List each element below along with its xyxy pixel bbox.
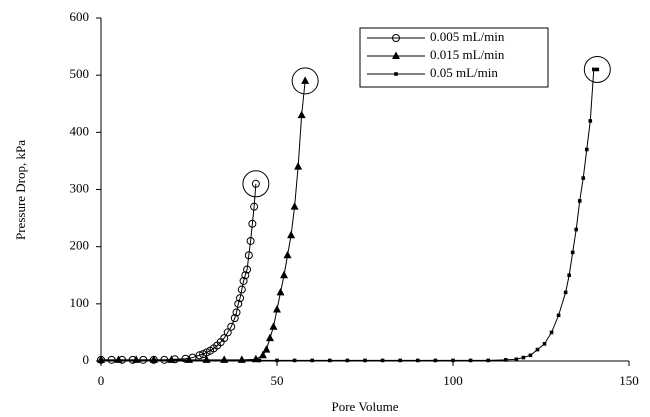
marker — [294, 162, 303, 170]
marker — [528, 353, 533, 358]
marker — [240, 358, 244, 363]
marker — [234, 299, 243, 308]
marker — [283, 250, 292, 259]
marker — [243, 265, 252, 274]
marker — [398, 358, 402, 363]
marker — [241, 271, 250, 280]
marker — [542, 342, 547, 346]
y-tick-label: 300 — [70, 180, 90, 195]
marker — [392, 51, 400, 59]
marker — [392, 34, 400, 42]
end-highlight — [583, 55, 611, 83]
x-tick-label: 100 — [443, 373, 463, 388]
series-line — [101, 183, 257, 361]
x-tick-label: 150 — [619, 373, 639, 388]
marker — [363, 358, 367, 363]
marker — [195, 351, 204, 360]
marker — [187, 358, 191, 363]
marker — [222, 358, 226, 363]
marker — [584, 147, 589, 152]
marker — [570, 250, 575, 255]
marker — [237, 285, 246, 294]
marker — [262, 345, 271, 353]
marker — [99, 358, 103, 363]
marker — [486, 358, 490, 363]
x-tick-label: 0 — [98, 373, 105, 388]
marker — [134, 358, 138, 363]
marker — [292, 358, 297, 363]
marker — [567, 273, 571, 278]
marker — [244, 251, 253, 260]
marker — [246, 236, 255, 245]
marker — [230, 314, 239, 323]
marker — [521, 355, 526, 360]
marker — [380, 358, 385, 363]
marker — [504, 358, 508, 362]
marker — [275, 358, 279, 363]
marker — [290, 202, 299, 210]
y-tick-label: 400 — [70, 123, 90, 138]
marker — [280, 270, 289, 279]
marker — [588, 119, 593, 123]
marker — [563, 290, 568, 295]
marker — [251, 179, 260, 188]
marker — [152, 358, 156, 363]
marker — [577, 199, 582, 203]
y-tick-label: 0 — [83, 352, 90, 367]
series-line — [101, 80, 306, 361]
marker — [345, 358, 350, 363]
end-highlight — [242, 170, 270, 198]
marker — [116, 358, 121, 363]
marker — [328, 358, 332, 363]
marker — [204, 358, 209, 363]
marker — [468, 358, 473, 363]
marker — [592, 67, 596, 72]
marker — [416, 358, 420, 363]
marker — [265, 333, 274, 342]
x-axis-label: Pore Volume — [331, 399, 398, 414]
y-tick-label: 600 — [70, 9, 90, 24]
marker — [556, 313, 561, 318]
marker — [535, 347, 540, 352]
marker — [394, 72, 398, 76]
y-tick-label: 200 — [70, 238, 90, 253]
marker — [595, 67, 600, 72]
marker — [236, 294, 245, 303]
marker — [574, 227, 578, 232]
marker — [514, 357, 519, 362]
marker — [433, 358, 438, 363]
marker — [223, 328, 232, 337]
y-tick-label: 500 — [70, 66, 90, 81]
marker — [232, 308, 241, 317]
marker — [239, 276, 248, 285]
legend-label: 0.015 mL/min — [430, 47, 505, 62]
series-line — [101, 68, 598, 361]
marker — [451, 358, 455, 363]
y-axis-label: Pressure Drop, kPa — [13, 140, 28, 240]
legend-label: 0.05 mL/min — [430, 65, 498, 80]
end-highlight — [291, 67, 319, 95]
marker — [250, 202, 259, 211]
marker — [549, 330, 554, 335]
marker — [258, 350, 267, 359]
marker — [169, 358, 174, 363]
marker — [297, 110, 306, 119]
marker — [581, 176, 586, 180]
marker — [287, 230, 296, 239]
marker — [310, 358, 314, 363]
marker — [273, 305, 281, 313]
marker — [248, 219, 257, 228]
marker — [220, 334, 229, 343]
marker — [276, 287, 285, 296]
x-tick-label: 50 — [271, 373, 284, 388]
marker — [257, 358, 262, 363]
marker — [269, 322, 278, 330]
marker — [301, 76, 310, 84]
y-tick-label: 100 — [70, 295, 90, 310]
legend-label: 0.005 mL/min — [430, 29, 505, 44]
marker — [227, 322, 236, 331]
